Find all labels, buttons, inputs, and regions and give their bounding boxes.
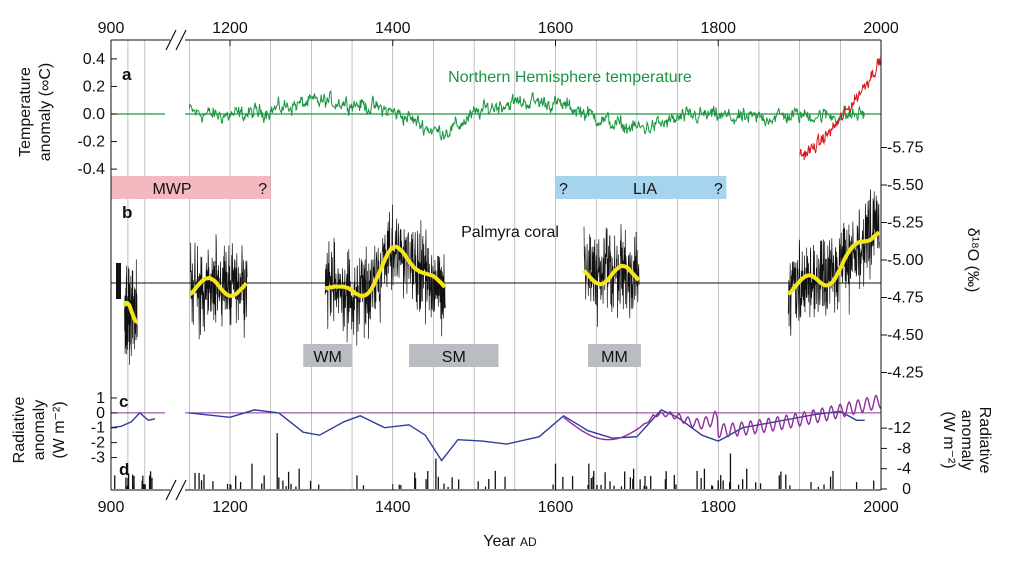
b-ytick-label: -5.75 <box>887 140 924 157</box>
chart-labels: 900 900 1200 1200 1400 1400 1600 1600 1800 1800 20… <box>11 20 993 550</box>
palmyra-coral-label: Palmyra coral <box>461 224 559 241</box>
a-ylabel-line2: anomaly (∞C) <box>37 63 54 162</box>
bottom-tick-label: 1200 <box>212 499 248 516</box>
bottom-tick-label: 1400 <box>375 499 411 516</box>
b-ylabel: δ¹⁸O (‰) <box>964 228 981 293</box>
event-box-wm <box>303 344 353 367</box>
coral-raw-segment <box>787 189 880 336</box>
b-ytick-label: -5.25 <box>887 215 924 232</box>
coral-smooth-segment <box>324 244 447 298</box>
event-box-mm <box>588 344 641 367</box>
d-ytick-label: -8 <box>897 440 911 457</box>
panel-label-a: a <box>122 65 132 84</box>
panel-label-b: b <box>122 203 132 222</box>
coral-smooth-segment <box>787 230 881 296</box>
panel-label-c: c <box>119 392 128 411</box>
radiative-purple-line <box>563 394 882 441</box>
coral-raw-segment <box>189 234 248 340</box>
coral-raw-segment <box>124 259 138 365</box>
c-ytick-label: -2 <box>91 435 105 452</box>
axis-break-mark <box>175 29 187 51</box>
event-box-sm <box>409 344 499 367</box>
period-question-left: ? <box>559 181 568 198</box>
axes <box>110 29 887 501</box>
radiative-blue-line <box>110 411 156 429</box>
axis-break-mark <box>165 479 177 501</box>
coral-smooth-segment <box>582 263 640 287</box>
top-tick-label: 1400 <box>375 20 411 37</box>
instrumental-line <box>799 54 882 161</box>
c-ytick-label: 1 <box>96 390 105 407</box>
period-label-mwp: MWP <box>152 181 191 198</box>
chart-series <box>110 54 882 489</box>
event-label-mm: MM <box>601 349 628 366</box>
radiative-blue-line <box>189 409 865 462</box>
top-tick-label: 1800 <box>700 20 736 37</box>
d-ytick-label: 0 <box>902 481 911 498</box>
axis-break-mark <box>165 29 177 51</box>
event-label-sm: SM <box>442 349 466 366</box>
period-boxes <box>111 176 727 367</box>
d-ylabel-line2: anomaly <box>958 410 975 470</box>
period-box-mwp <box>111 176 271 199</box>
c-ylabel-line3: (W m⁻²) <box>51 401 68 458</box>
period-question-right: ? <box>714 181 723 198</box>
a-ytick-label: 0.4 <box>83 51 105 68</box>
coral-smooth-segment <box>189 276 248 298</box>
event-label-wm: WM <box>313 349 341 366</box>
bottom-tick-label: 2000 <box>863 499 899 516</box>
b-ytick-label: -5.50 <box>887 177 924 194</box>
top-tick-label: 1600 <box>538 20 574 37</box>
b-ytick-label: -5.00 <box>887 252 924 269</box>
nh-temp-line <box>188 90 865 141</box>
c-ytick-label: -3 <box>91 450 105 467</box>
d-ytick-label: -12 <box>888 420 911 437</box>
top-tick-label: 2000 <box>863 20 899 37</box>
b-ytick-label: -4.75 <box>887 290 924 307</box>
c-ylabel-line2: anomaly <box>31 400 48 460</box>
d-ylabel-line3: (W m⁻²) <box>940 411 957 468</box>
a-ylabel-line1: Temperature <box>17 67 34 157</box>
a-ytick-label: -0.4 <box>77 161 105 178</box>
c-ylabel-line1: Radiative <box>11 397 28 464</box>
coral-raw-segment <box>583 224 640 327</box>
b-ytick-label: -4.25 <box>887 365 924 382</box>
top-tick-label: 1200 <box>212 20 248 37</box>
b-scale-bar <box>116 263 121 299</box>
a-ytick-label: -0.2 <box>77 134 105 151</box>
c-ytick-label: -1 <box>91 420 105 437</box>
bottom-tick-label: 900 <box>98 499 125 516</box>
d-ytick-label: -4 <box>897 461 911 478</box>
a-ytick-label: 0.0 <box>83 106 105 123</box>
nh-temp-label: Northern Hemisphere temperature <box>448 69 692 86</box>
period-question-right: ? <box>258 181 267 198</box>
panel-label-d: d <box>119 460 129 479</box>
period-label-lia: LIA <box>633 181 657 198</box>
top-tick-label: 900 <box>98 20 125 37</box>
coral-smooth-segment <box>122 300 139 324</box>
axis-break-mark <box>175 479 187 501</box>
a-ytick-label: 0.2 <box>83 78 105 95</box>
b-ytick-label: -4.50 <box>887 327 924 344</box>
c-ytick-label: 0 <box>96 405 105 422</box>
period-box-lia <box>555 176 727 199</box>
x-axis-label: Year AD <box>483 533 537 550</box>
d-ylabel-line1: Radiative <box>976 407 993 474</box>
bottom-tick-label: 1600 <box>538 499 574 516</box>
bottom-tick-label: 1800 <box>700 499 736 516</box>
